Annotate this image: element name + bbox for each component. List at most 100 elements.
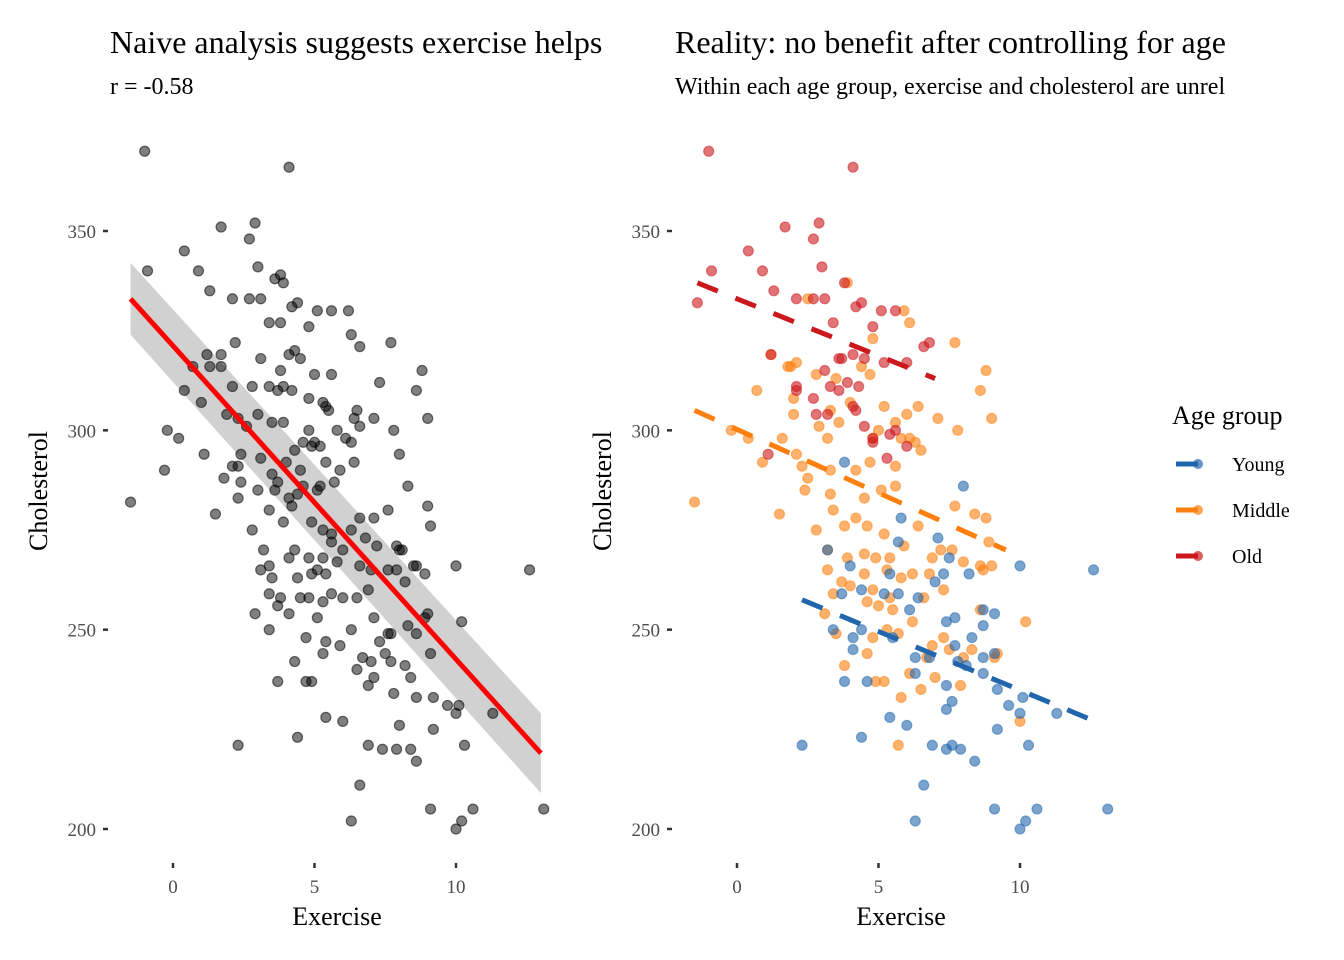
data-point-middle — [844, 580, 856, 592]
data-point-young — [827, 624, 839, 636]
data-point — [204, 285, 216, 297]
data-point-old — [790, 384, 803, 397]
data-point-young — [855, 584, 868, 596]
data-point — [178, 384, 190, 397]
data-point — [209, 508, 222, 520]
data-point-old — [838, 277, 851, 289]
data-point — [291, 572, 304, 584]
data-point — [317, 647, 329, 660]
data-point-young — [977, 651, 989, 664]
data-point — [388, 424, 400, 436]
data-point-young — [988, 803, 1001, 815]
data-point — [402, 480, 414, 492]
data-point-middle — [813, 420, 825, 432]
data-point-young — [949, 640, 961, 652]
data-point-old — [762, 448, 774, 460]
data-point — [331, 556, 343, 568]
panel-reality-subtitle: Within each age group, exercise and chol… — [675, 74, 1225, 100]
data-point — [266, 416, 278, 428]
data-point-young — [1102, 803, 1114, 815]
data-point — [325, 368, 338, 381]
data-point — [325, 305, 338, 317]
data-point — [419, 568, 431, 580]
data-point-middle — [889, 480, 902, 492]
data-point-middle — [949, 500, 961, 512]
data-point-old — [821, 408, 834, 420]
data-point — [306, 675, 318, 688]
x-tick-label: 0 — [168, 877, 178, 898]
data-point-old — [850, 404, 862, 416]
data-point-middle — [867, 584, 879, 596]
data-point — [538, 803, 550, 815]
y-tick-label: 300 — [632, 421, 661, 442]
data-point — [337, 592, 349, 604]
data-point — [291, 488, 304, 500]
data-point — [286, 384, 298, 397]
data-point-young — [932, 532, 944, 544]
data-point-middle — [751, 384, 763, 397]
data-point — [198, 448, 210, 460]
data-point — [311, 612, 323, 624]
data-point-middle — [821, 432, 834, 444]
data-point — [235, 448, 247, 460]
data-point — [263, 504, 275, 516]
data-point-young — [1014, 823, 1026, 835]
regression-line — [128, 297, 543, 755]
data-point — [337, 715, 349, 727]
data-point — [291, 731, 304, 743]
data-point — [192, 265, 205, 277]
data-point — [274, 364, 287, 377]
data-point-young — [836, 588, 848, 600]
data-point-young — [946, 739, 958, 751]
data-point — [289, 544, 301, 556]
data-point-young — [949, 612, 961, 624]
data-point-middle — [889, 460, 902, 472]
legend-key-point — [1193, 551, 1203, 561]
legend-item-middle: Middle — [1176, 500, 1290, 522]
data-point-middle — [901, 408, 913, 420]
data-point — [249, 608, 261, 620]
data-point-old — [813, 217, 825, 229]
data-point-middle — [954, 679, 967, 692]
data-point — [427, 723, 439, 735]
data-point-old — [756, 265, 769, 277]
data-point-young — [991, 723, 1003, 735]
data-point — [252, 408, 264, 420]
legend-item-old: Old — [1176, 546, 1262, 568]
data-point — [277, 277, 289, 289]
data-point-old — [836, 352, 848, 365]
data-point — [246, 380, 258, 393]
data-point — [266, 572, 278, 584]
panel-reality: Reality: no benefit after controlling fo… — [588, 24, 1226, 931]
data-point-old — [768, 285, 780, 297]
data-point — [345, 815, 357, 827]
data-point — [373, 376, 386, 389]
data-point-middle — [864, 368, 876, 381]
data-point — [229, 337, 241, 349]
data-point-young — [1031, 803, 1043, 815]
data-point — [257, 544, 270, 556]
data-point-young — [977, 620, 989, 632]
data-point-old — [858, 352, 870, 365]
data-point — [232, 492, 244, 504]
data-point-middle — [904, 317, 916, 329]
panel-naive-title: Naive analysis suggests exercise helps — [110, 24, 602, 60]
data-point — [354, 560, 366, 572]
data-point-young — [892, 536, 904, 548]
data-point — [317, 552, 329, 564]
data-point — [458, 739, 471, 751]
data-point-young — [861, 675, 873, 688]
points-layer — [124, 145, 550, 835]
data-point-middle — [867, 333, 879, 345]
data-point — [215, 360, 227, 373]
data-point-middle — [824, 488, 836, 500]
data-point-middle — [858, 548, 870, 560]
data-point — [351, 592, 363, 604]
data-point — [263, 588, 275, 600]
data-point-middle — [937, 584, 950, 596]
data-point-young — [884, 568, 896, 580]
data-point — [362, 739, 374, 751]
data-point-middle — [926, 552, 938, 564]
data-point — [294, 352, 306, 365]
data-point — [255, 452, 267, 464]
